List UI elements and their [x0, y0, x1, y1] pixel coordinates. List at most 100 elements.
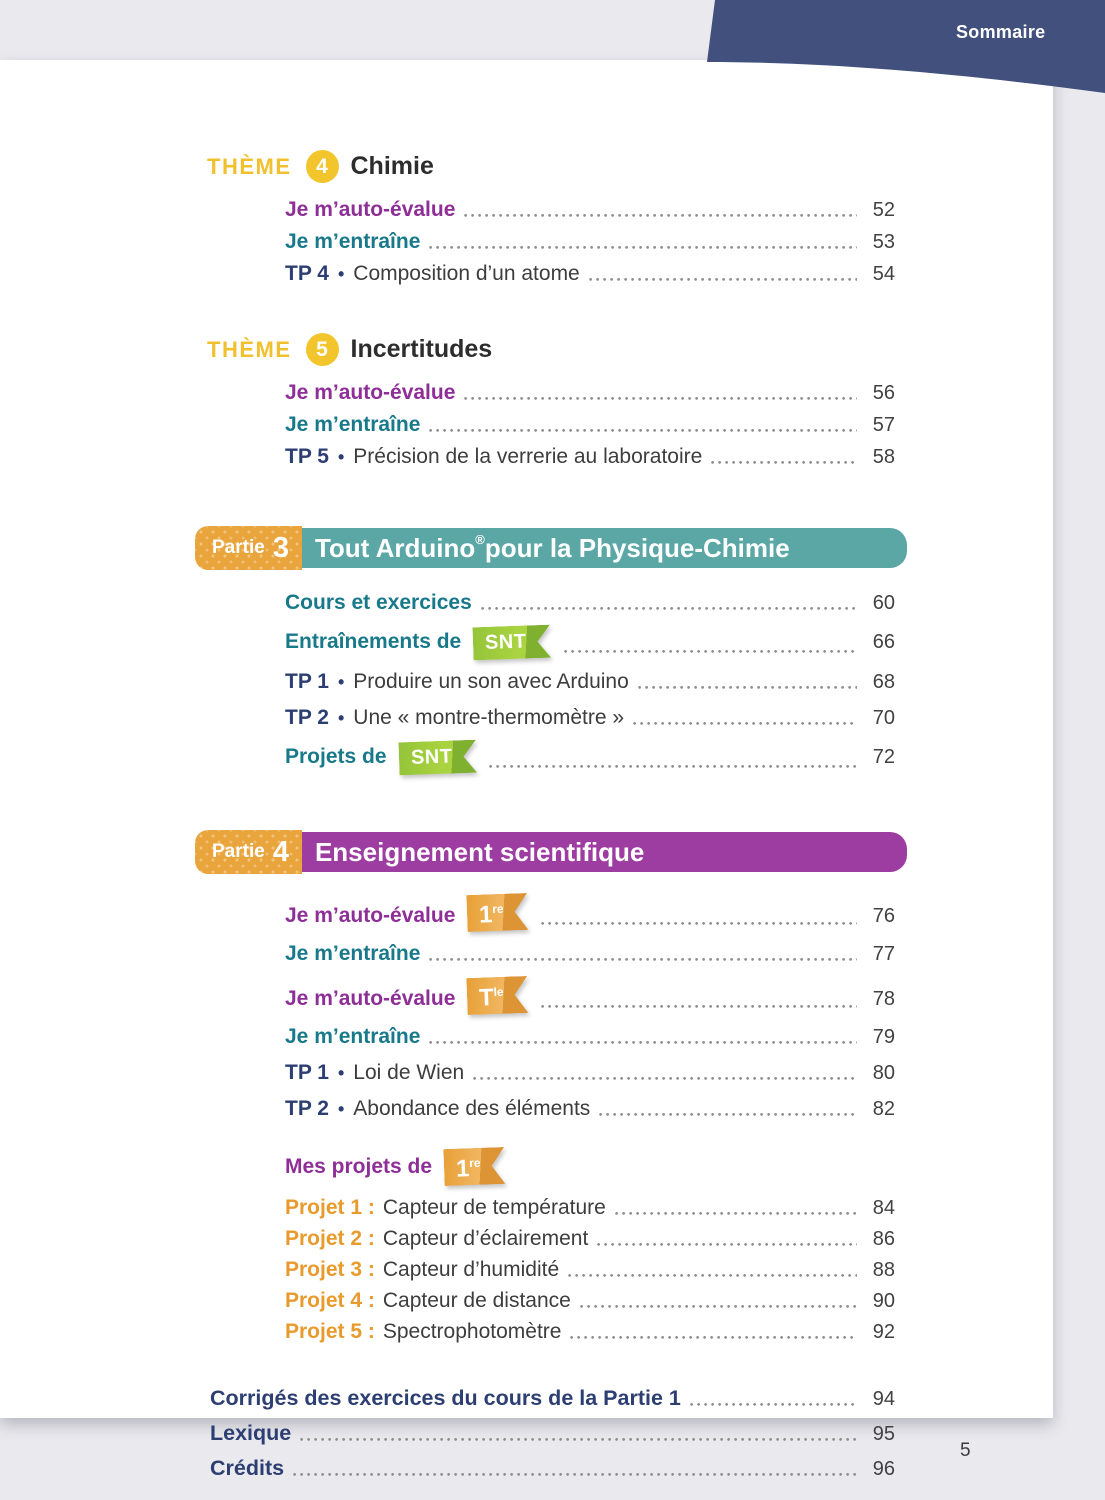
toc-entry: TP 2 • Abondance des éléments 82 [285, 1096, 895, 1122]
partie-tag: Partie 4 [195, 830, 302, 874]
toc-entry: Je m’auto-évalue 56 [285, 380, 895, 406]
entry-page-number: 95 [872, 1423, 895, 1445]
snt-ribbon-badge: SNT [399, 741, 477, 774]
entry-text: Capteur de température [382, 1196, 606, 1219]
dotted-leader [599, 1112, 857, 1117]
toc-entry: Projets de SNT 72 [285, 741, 895, 774]
entry-page-number: 70 [872, 707, 895, 729]
dotted-leader [473, 1076, 857, 1081]
entry-label: Projet 5 : [285, 1320, 375, 1343]
sommaire-corner-banner [707, 0, 1105, 93]
entry-page-number: 80 [872, 1062, 895, 1084]
entry-text: Loi de Wien [353, 1061, 465, 1084]
partie-tag-label: Partie [212, 537, 265, 558]
dotted-leader [568, 1273, 857, 1278]
entry-label: TP 2 [285, 1097, 329, 1120]
premiere-ribbon-badge: 1re [444, 1148, 505, 1185]
toc-entry: Crédits 96 [210, 1455, 895, 1482]
entry-label: Je m’auto-évalue [285, 904, 456, 927]
dotted-leader [429, 957, 857, 962]
entry-label: Je m’entraîne [285, 230, 421, 253]
entry-page-number: 76 [872, 905, 895, 927]
entry-text: Capteur de distance [382, 1289, 571, 1312]
partie-banner-title: Tout Arduino ® pour la Physique-Chimie [301, 528, 907, 568]
page-number: 5 [960, 1440, 971, 1461]
entry-text: Une « montre-thermomètre » [353, 706, 625, 729]
entry-text: Produire un son avec Arduino [353, 670, 629, 693]
toc-entry: Projet 1 : Capteur de température 84 [285, 1195, 895, 1221]
entry-text: Spectrophotomètre [382, 1320, 562, 1343]
entry-page-number: 84 [872, 1197, 895, 1219]
badge-superscript: re [492, 901, 505, 917]
bullet-separator: • [337, 447, 345, 467]
entry-label: Projets de [285, 745, 387, 768]
entry-page-number: 53 [872, 231, 895, 253]
entry-label: Entraînements de [285, 630, 462, 653]
entry-label: Lexique [210, 1421, 292, 1445]
entry-label: Je m’entraîne [285, 413, 421, 436]
entry-label: TP 1 [285, 1061, 329, 1084]
toc-entry: Je m’entraîne 53 [285, 229, 895, 255]
entry-page-number: 88 [872, 1259, 895, 1281]
toc-entry: Projet 4 : Capteur de distance 90 [285, 1288, 895, 1314]
theme-5-section: THÈME 5 Incertitudes Je m’auto-évalue 56… [0, 333, 895, 470]
entry-label: TP 4 [285, 262, 329, 285]
toc-entry: Cours et exercices 60 [285, 590, 895, 616]
partie-4-section: Partie 4 Enseignement scientifique Je m’… [0, 830, 907, 1345]
banner-title-text: pour la Physique-Chimie [484, 532, 790, 563]
partie-3-entries: Cours et exercices 60 Entraînements de S… [0, 590, 895, 774]
entry-text: Abondance des éléments [353, 1097, 591, 1120]
theme-title: Incertitudes [350, 335, 493, 363]
partie-tag-number: 3 [272, 531, 289, 564]
table-of-contents: THÈME 4 Chimie Je m’auto-évalue 52 Je m’… [0, 60, 907, 1490]
partie-4-entries: Je m’auto-évalue 1re 76 Je m’entraîne 77… [0, 894, 895, 1122]
entry-page-number: 79 [872, 1026, 895, 1048]
entry-page-number: 68 [872, 671, 895, 693]
projects-heading: Mes projets de 1re [285, 1148, 895, 1185]
dotted-leader [637, 685, 857, 690]
partie-banner-title: Enseignement scientifique [301, 832, 907, 872]
bullet-separator: • [337, 264, 345, 284]
partie-tag-label: Partie [212, 841, 265, 862]
entry-label: Je m’auto-évalue [285, 987, 456, 1010]
theme-4-entries: Je m’auto-évalue 52 Je m’entraîne 53 TP … [0, 197, 895, 287]
entry-page-number: 58 [872, 446, 895, 468]
partie-4-banner: Partie 4 Enseignement scientifique [195, 830, 907, 874]
dotted-leader [464, 396, 857, 401]
entry-page-number: 66 [872, 631, 895, 653]
toc-entry: Je m’auto-évalue 1re 76 [285, 894, 895, 931]
entry-page-number: 72 [872, 746, 895, 768]
entry-text: Précision de la verrerie au laboratoire [353, 445, 703, 468]
dotted-leader [579, 1304, 857, 1309]
toc-entry: TP 4 • Composition d’un atome 54 [285, 261, 895, 287]
toc-entry: TP 1 • Loi de Wien 80 [285, 1060, 895, 1086]
toc-entry: Je m’auto-évalue Tle 78 [285, 977, 895, 1014]
toc-entry: TP 1 • Produire un son avec Arduino 68 [285, 669, 895, 695]
theme-5-heading: THÈME 5 Incertitudes [207, 333, 895, 366]
dotted-leader [597, 1242, 857, 1247]
sommaire-banner-title: Sommaire [956, 22, 1046, 42]
partie-tag: Partie 3 [195, 526, 302, 570]
toc-entry: Je m’entraîne 57 [285, 412, 895, 438]
dotted-leader [489, 764, 857, 769]
badge-superscript: re [469, 1155, 481, 1171]
snt-ribbon-badge: SNT [473, 626, 551, 659]
theme-4-heading: THÈME 4 Chimie [207, 150, 895, 183]
bullet-separator: • [337, 1099, 345, 1119]
entry-label: Projet 4 : [285, 1289, 375, 1312]
dotted-leader [689, 1402, 857, 1407]
theme-4-section: THÈME 4 Chimie Je m’auto-évalue 52 Je m’… [0, 150, 895, 287]
toc-entry: Corrigés des exercices du cours de la Pa… [210, 1385, 895, 1412]
dotted-leader [711, 460, 857, 465]
bullet-separator: • [337, 1063, 345, 1083]
toc-entry: Je m’auto-évalue 52 [285, 197, 895, 223]
entry-label: Projet 1 : [285, 1196, 375, 1219]
partie-3-section: Partie 3 Tout Arduino ® pour la Physique… [0, 526, 907, 774]
badge-superscript: le [493, 984, 505, 1000]
dotted-leader [633, 721, 857, 726]
dotted-leader [429, 428, 857, 433]
toc-entry: Je m’entraîne 79 [285, 1024, 895, 1050]
entry-label: Cours et exercices [285, 591, 472, 614]
toc-entry: Lexique 95 [210, 1420, 895, 1447]
entry-label: Projet 2 : [285, 1227, 375, 1250]
